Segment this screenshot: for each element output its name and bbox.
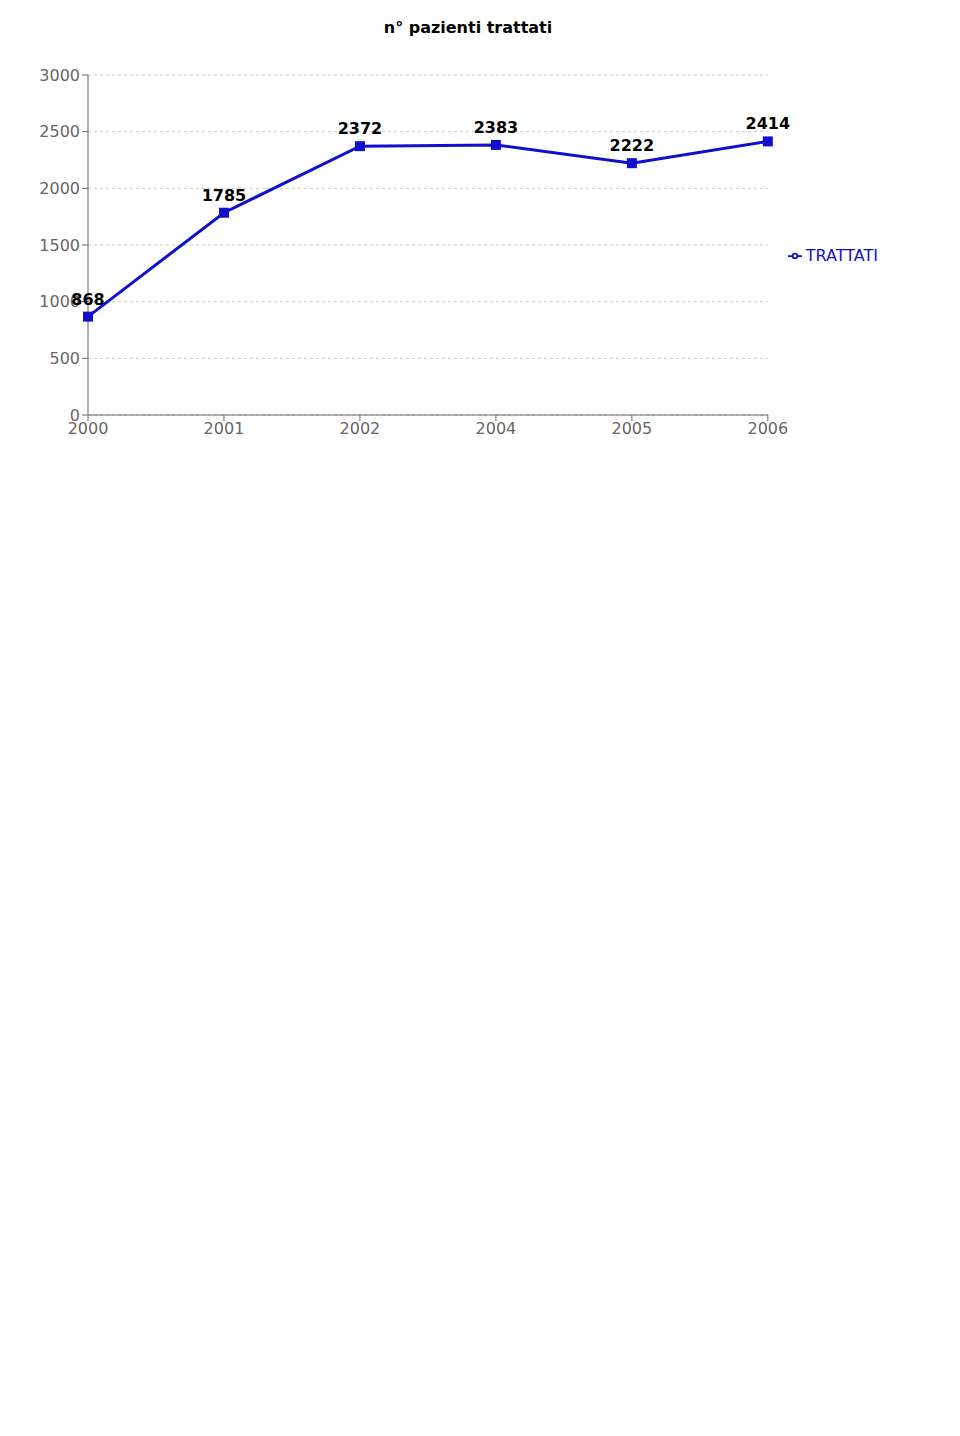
svg-text:1500: 1500	[39, 236, 80, 255]
svg-text:2006: 2006	[747, 419, 788, 438]
svg-text:2372: 2372	[338, 119, 383, 138]
svg-text:2222: 2222	[610, 136, 655, 155]
svg-text:500: 500	[49, 349, 80, 368]
html-text:TRATTATI: TRATTATI	[805, 245, 878, 265]
svg-text:2005: 2005	[612, 419, 653, 438]
svg-text:2383: 2383	[474, 118, 519, 137]
svg-text:2000: 2000	[67, 419, 109, 439]
svg-text:3000: 3000	[39, 66, 80, 85]
svg-text:2414: 2414	[746, 114, 791, 133]
svg-text:2500: 2500	[39, 122, 80, 141]
svg-text:1000: 1000	[39, 292, 80, 312]
html-text:n° pazienti trattati: n° pazienti trattati	[383, 18, 553, 37]
svg-text:2001: 2001	[204, 419, 245, 438]
svg-text:2000: 2000	[39, 179, 80, 198]
svg-text:2004: 2004	[476, 419, 517, 438]
svg-text:0: 0	[70, 406, 80, 425]
svg-text:1785: 1785	[202, 186, 247, 205]
svg-text:2002: 2002	[340, 419, 381, 438]
svg-text:868: 868	[71, 290, 104, 309]
